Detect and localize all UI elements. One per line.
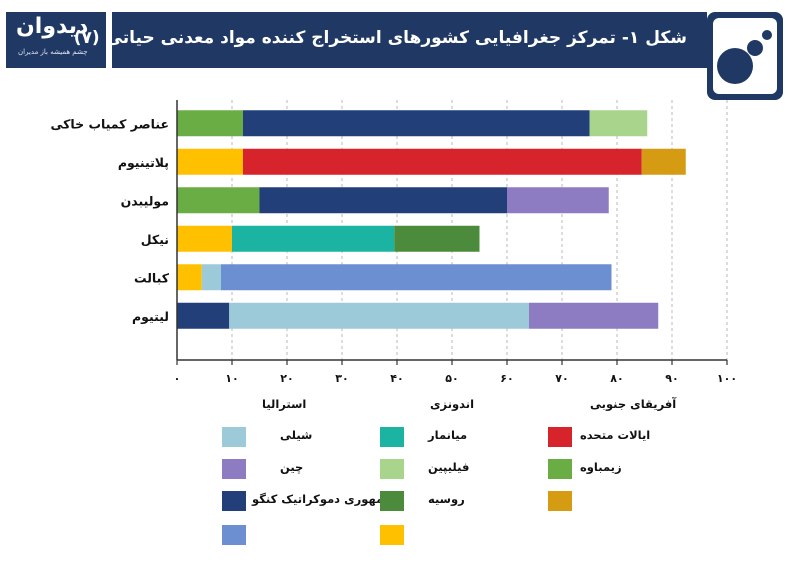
legend-swatch-myanmar <box>380 427 404 447</box>
title-band: شکل ۱- تمرکز جغرافیایی کشورهای استخراج ک… <box>74 12 707 68</box>
bar-segment <box>243 148 642 175</box>
legend-swatch-china <box>222 459 246 479</box>
x-tick-label: ۴۰ <box>390 372 403 385</box>
x-tick-label: ۲۰ <box>280 372 293 385</box>
bar-segment <box>177 302 230 329</box>
bar-segment <box>589 110 648 137</box>
legend-swatch-zimbabwe <box>548 459 572 479</box>
brand-tagline: چشم همیشه باز مدیران <box>18 48 88 56</box>
bar-segment <box>394 225 480 252</box>
x-tick-label: ۹۰ <box>665 372 678 385</box>
circles-logo <box>707 12 783 100</box>
bar-segment <box>177 264 202 291</box>
bar-segment <box>177 148 243 175</box>
category-label: پلاتینیوم <box>118 155 169 171</box>
circles-logo-icon <box>717 30 772 84</box>
legend-swatch-drc <box>222 491 246 511</box>
bar-segment <box>177 187 260 214</box>
category-label: مولیبدن <box>121 193 169 208</box>
bar-segment <box>243 110 590 137</box>
bar-segment <box>529 302 659 329</box>
legend-label-china: چین <box>280 460 304 474</box>
x-tick-label: ۳۰ <box>335 372 348 385</box>
bar-segment <box>507 187 609 214</box>
legend-label-zimbabwe: زیمباوه <box>580 460 622 474</box>
legend-label-drc: جمهوری دموکراتیک کنگو <box>252 492 393 506</box>
bar-segment <box>229 302 529 329</box>
category-label: نیکل <box>141 232 169 247</box>
legend-label-russia: روسیه <box>428 492 465 506</box>
legend-swatch-usa <box>548 427 572 447</box>
x-tick-label: ۸۰ <box>610 372 623 385</box>
bar-segment <box>177 225 232 252</box>
legend-swatch-dark-gold <box>548 491 572 511</box>
brand-logo: دیدوان چشم همیشه باز مدیران <box>6 12 106 68</box>
legend-label-usa: ایالات متحده <box>580 428 651 442</box>
x-tick-label: ۷۰ <box>555 372 568 385</box>
chart-title: شکل ۱- تمرکز جغرافیایی کشورهای استخراج ک… <box>73 28 687 48</box>
legend-label-myanmar: میانمار <box>428 428 468 442</box>
category-label: عناصر کمیاب خاکی <box>50 116 169 131</box>
x-tick-label: ۱۰۰ <box>717 372 737 385</box>
bar-segment <box>177 110 243 137</box>
legend-label-indonesia: اندونزی <box>430 397 475 411</box>
bar-segment <box>232 225 395 252</box>
legend-swatch-blue <box>222 525 246 545</box>
legend-label-philippines: فیلیپین <box>428 460 470 474</box>
x-tick-label: ۵۰ <box>445 372 458 385</box>
brand-name: دیدوان <box>16 14 89 39</box>
legend-swatch-yellow <box>380 525 404 545</box>
legend: شیلی میانمار ایالات متحده چین فیلیپین زی… <box>220 425 740 555</box>
legend-label-south-africa: آفریقای جنوبی <box>590 397 677 411</box>
header: دیدوان چشم همیشه باز مدیران شکل ۱- تمرکز… <box>0 0 799 100</box>
x-tick-label: ۰ <box>174 372 181 385</box>
legend-swatch-chile <box>222 427 246 447</box>
legend-swatch-philippines <box>380 459 404 479</box>
legend-label-australia: استرالیا <box>262 397 307 411</box>
category-label: کبالت <box>134 270 170 285</box>
x-tick-label: ۱۰ <box>225 372 238 385</box>
legend-swatch-russia <box>380 491 404 511</box>
bar-segment <box>259 187 507 214</box>
bar-segment <box>641 148 686 175</box>
bar-segment <box>201 264 221 291</box>
legend-label-chile: شیلی <box>280 428 313 442</box>
bar-segment <box>221 264 612 291</box>
x-tick-label: ۶۰ <box>500 372 513 385</box>
category-label: لیتیوم <box>132 309 169 325</box>
